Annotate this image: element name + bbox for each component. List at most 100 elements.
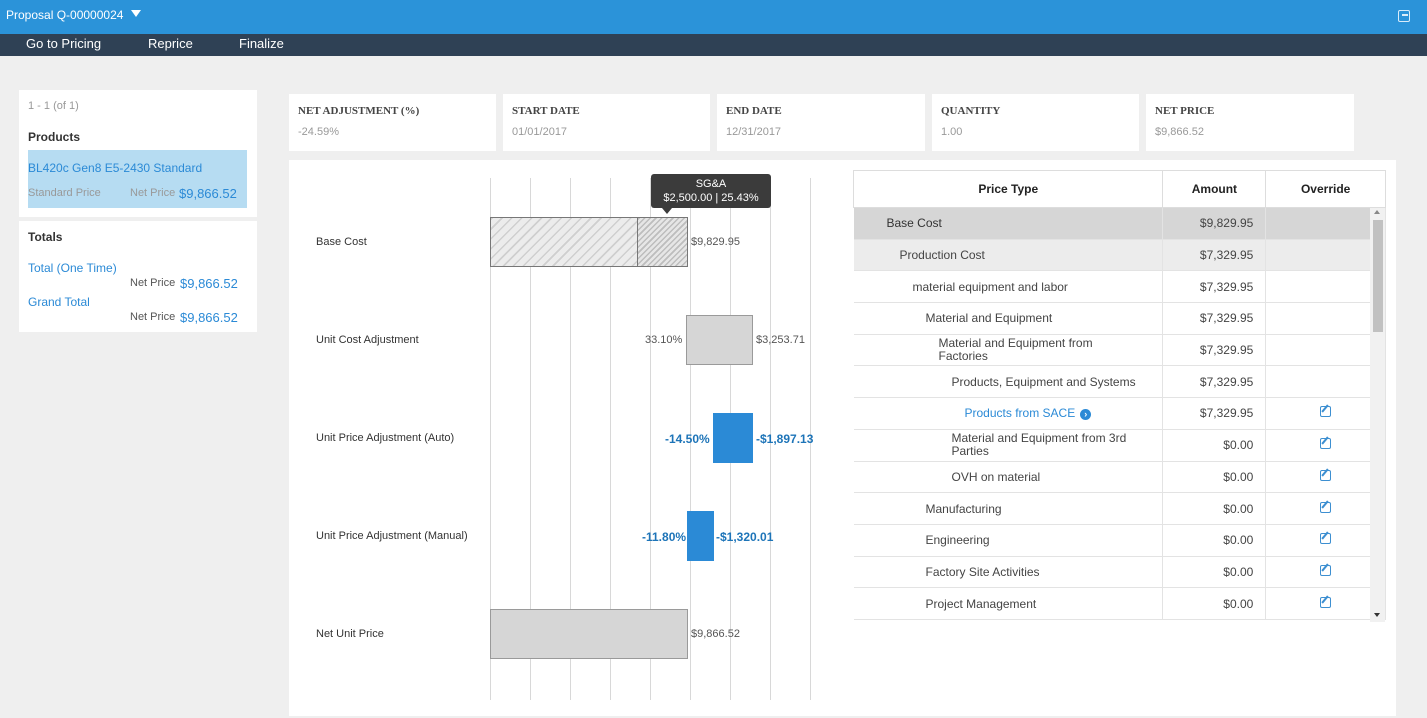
table-row[interactable]: Products, Equipment and Systems $7,329.9… bbox=[853, 365, 1386, 399]
price-type-cell: Material and Equipment bbox=[853, 302, 1164, 335]
grand-total-net-value: $9,866.52 bbox=[180, 310, 238, 325]
edit-icon[interactable] bbox=[1320, 438, 1332, 450]
amount-cell: $0.00 bbox=[1162, 492, 1267, 525]
total-one-time-net-label: Net Price bbox=[130, 277, 176, 289]
price-type-cell: material equipment and labor bbox=[853, 270, 1164, 304]
kpi-value: 12/31/2017 bbox=[726, 126, 782, 138]
table-row[interactable]: OVH on material $0.00 bbox=[853, 461, 1386, 494]
menu-bar: Go to Pricing Reprice Finalize bbox=[0, 34, 1427, 56]
price-type-cell: Base Cost bbox=[853, 207, 1164, 240]
kpi-label: NET PRICE bbox=[1155, 105, 1215, 117]
override-cell bbox=[1265, 207, 1386, 240]
gridline bbox=[570, 178, 571, 700]
kpi-label: START DATE bbox=[512, 105, 580, 117]
total-one-time-link[interactable]: Total (One Time) bbox=[28, 261, 117, 275]
kpi-label: END DATE bbox=[726, 105, 782, 117]
products-heading: Products bbox=[28, 130, 81, 144]
proposal-title[interactable]: Proposal Q-00000024 bbox=[6, 8, 124, 22]
override-cell bbox=[1265, 587, 1386, 620]
products-card: 1 - 1 (of 1) Products BL420c Gen8 E5-243… bbox=[19, 90, 257, 217]
chart-row-label: Base Cost bbox=[316, 236, 367, 248]
kpi-value: 01/01/2017 bbox=[512, 126, 568, 138]
table-row[interactable]: Engineering $0.00 bbox=[853, 524, 1386, 557]
product-item[interactable]: BL420c Gen8 E5-2430 Standard Standard Pr… bbox=[28, 150, 247, 208]
table-row[interactable]: Manufacturing $0.00 bbox=[853, 492, 1386, 525]
chevron-right-icon[interactable]: › bbox=[1080, 408, 1092, 420]
chart-value-label: $9,866.52 bbox=[691, 628, 740, 640]
scroll-down-icon[interactable] bbox=[1374, 613, 1380, 617]
chart-value-label: $9,829.95 bbox=[691, 236, 740, 248]
amount-cell: $7,329.95 bbox=[1162, 397, 1267, 430]
table-row[interactable]: Production Cost $7,329.95 bbox=[853, 239, 1386, 272]
column-header-price-type[interactable]: Price Type bbox=[852, 170, 1164, 208]
amount-cell: $7,329.95 bbox=[1162, 239, 1267, 272]
price-type-cell: Engineering bbox=[853, 524, 1164, 557]
table-row[interactable]: Products from SACE › $7,329.95 bbox=[853, 397, 1386, 430]
net-price-label: Net Price bbox=[130, 187, 176, 199]
edit-icon[interactable] bbox=[1320, 406, 1332, 418]
chart-bar-base-cost[interactable] bbox=[490, 217, 638, 267]
table-row[interactable]: material equipment and labor $7,329.95 bbox=[853, 270, 1386, 304]
scrollbar-thumb[interactable] bbox=[1373, 220, 1383, 332]
chart-bar-sga-segment[interactable] bbox=[637, 217, 688, 267]
column-header-override[interactable]: Override bbox=[1265, 170, 1386, 208]
chart-bar-unit-cost-adjustment[interactable] bbox=[686, 315, 753, 365]
menu-item-finalize[interactable]: Finalize bbox=[239, 36, 284, 51]
edit-icon[interactable] bbox=[1320, 469, 1332, 481]
edit-icon[interactable] bbox=[1320, 596, 1332, 608]
grand-total-link[interactable]: Grand Total bbox=[28, 295, 90, 309]
edit-icon[interactable] bbox=[1320, 533, 1332, 545]
table-row[interactable]: Material and Equipment from 3rd Parties … bbox=[853, 429, 1386, 462]
override-cell bbox=[1265, 429, 1386, 462]
price-type-cell: OVH on material bbox=[853, 461, 1164, 494]
chart-bar-unit-price-adjustment-auto[interactable] bbox=[713, 413, 753, 463]
chart-tooltip: SG&A $2,500.00 | 25.43% bbox=[651, 174, 771, 214]
chart-row-label: Unit Price Adjustment (Manual) bbox=[316, 530, 468, 542]
table-row[interactable]: Project Management $0.00 bbox=[853, 587, 1386, 620]
override-cell bbox=[1265, 397, 1386, 430]
amount-cell: $0.00 bbox=[1162, 587, 1267, 620]
kpi-value: 1.00 bbox=[941, 126, 963, 138]
kpi-value: -24.59% bbox=[298, 126, 339, 138]
menu-item-reprice[interactable]: Reprice bbox=[148, 36, 193, 51]
product-name[interactable]: BL420c Gen8 E5-2430 Standard bbox=[28, 161, 203, 175]
scroll-up-icon[interactable] bbox=[1374, 210, 1380, 214]
amount-cell: $0.00 bbox=[1162, 429, 1267, 462]
kpi-label: QUANTITY bbox=[941, 105, 1001, 117]
override-cell bbox=[1265, 270, 1386, 304]
table-row[interactable]: Material and Equipment from Factories $7… bbox=[853, 334, 1386, 367]
table-row[interactable]: Base Cost $9,829.95 bbox=[853, 207, 1386, 240]
products-from-sace-link[interactable]: Products from SACE bbox=[964, 406, 1076, 421]
gridline bbox=[690, 178, 691, 700]
totals-heading: Totals bbox=[28, 230, 63, 244]
gridline bbox=[770, 178, 771, 700]
chart-bar-unit-price-adjustment-manual[interactable] bbox=[687, 511, 714, 561]
chevron-down-icon[interactable] bbox=[131, 10, 141, 17]
override-cell bbox=[1265, 302, 1386, 335]
column-header-amount[interactable]: Amount bbox=[1162, 170, 1267, 208]
total-one-time-net-value: $9,866.52 bbox=[180, 276, 238, 291]
chart-row-label: Unit Price Adjustment (Auto) bbox=[316, 432, 455, 444]
grand-total-net-label: Net Price bbox=[130, 311, 176, 323]
amount-cell: $7,329.95 bbox=[1162, 365, 1267, 399]
kpi-quantity: QUANTITY 1.00 bbox=[932, 94, 1139, 151]
kpi-label: NET ADJUSTMENT (%) bbox=[298, 105, 420, 117]
amount-cell: $9,829.95 bbox=[1162, 207, 1267, 240]
gridline bbox=[490, 178, 491, 700]
menu-item-go-to-pricing[interactable]: Go to Pricing bbox=[26, 36, 102, 51]
amount-cell: $7,329.95 bbox=[1162, 302, 1267, 335]
price-type-cell: Products from SACE › bbox=[853, 397, 1164, 430]
table-row[interactable]: Material and Equipment $7,329.95 bbox=[853, 302, 1386, 335]
chart-bar-net-unit-price[interactable] bbox=[490, 609, 688, 659]
amount-cell: $0.00 bbox=[1162, 461, 1267, 494]
gridline bbox=[530, 178, 531, 700]
table-row[interactable]: Factory Site Activities $0.00 bbox=[853, 556, 1386, 589]
override-cell bbox=[1265, 556, 1386, 589]
amount-cell: $7,329.95 bbox=[1162, 334, 1267, 367]
price-type-table: Price Type Amount Override Base Cost $9,… bbox=[852, 170, 1386, 620]
exit-icon[interactable] bbox=[1398, 10, 1410, 22]
override-cell bbox=[1265, 492, 1386, 525]
edit-icon[interactable] bbox=[1320, 501, 1332, 513]
edit-icon[interactable] bbox=[1320, 564, 1332, 576]
override-cell bbox=[1265, 365, 1386, 399]
